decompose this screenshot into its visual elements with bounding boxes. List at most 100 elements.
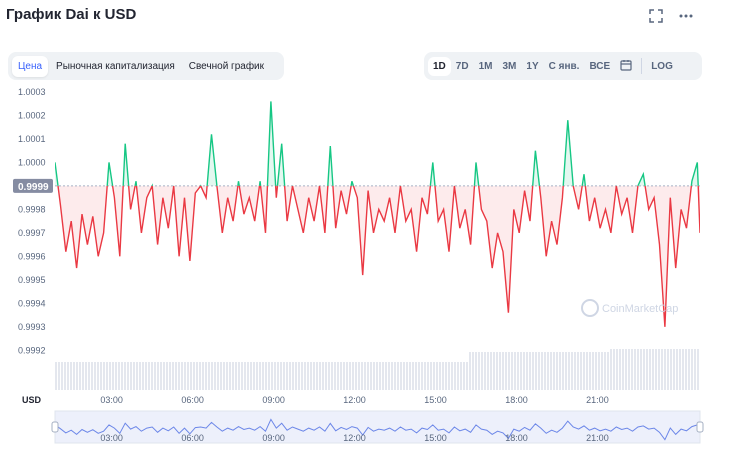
volume-bar xyxy=(331,362,333,390)
volume-bar xyxy=(286,362,288,390)
volume-bar xyxy=(664,349,666,390)
currency-label: USD xyxy=(22,395,42,405)
range-tabs: 1D 7D 1M 3M 1Y С янв. ВСЕ LOG xyxy=(424,52,702,80)
calendar-icon[interactable] xyxy=(615,55,637,78)
volume-bar xyxy=(670,349,672,390)
volume-bar xyxy=(292,362,294,390)
volume-bar xyxy=(301,362,303,390)
volume-bar xyxy=(667,349,669,390)
volume-bar xyxy=(385,362,387,390)
volume-bar xyxy=(550,352,552,390)
volume-bar xyxy=(535,352,537,390)
volume-bar xyxy=(415,362,417,390)
range-1d[interactable]: 1D xyxy=(428,56,451,76)
y-tick-label: 0.9993 xyxy=(18,322,46,332)
volume-bar xyxy=(175,362,177,390)
volume-bar xyxy=(676,349,678,390)
volume-bar xyxy=(262,362,264,390)
volume-bar xyxy=(361,362,363,390)
volume-bar xyxy=(136,362,138,390)
range-all[interactable]: ВСЕ xyxy=(589,60,611,72)
volume-bar xyxy=(688,349,690,390)
volume-bar xyxy=(409,362,411,390)
volume-bar xyxy=(691,349,693,390)
range-3m[interactable]: 3M xyxy=(502,60,517,72)
volume-bar xyxy=(610,349,612,390)
volume-bar xyxy=(76,362,78,390)
volume-bar xyxy=(421,362,423,390)
volume-bar xyxy=(322,362,324,390)
volume-bar xyxy=(265,362,267,390)
range-ytd[interactable]: С янв. xyxy=(548,60,580,72)
volume-bar xyxy=(634,349,636,390)
navigator-handle-left xyxy=(51,421,59,433)
volume-bar xyxy=(106,362,108,390)
tab-price[interactable]: Цена xyxy=(12,55,49,77)
volume-bar xyxy=(349,362,351,390)
volume-bar xyxy=(382,362,384,390)
x-tick-label: 09:00 xyxy=(262,395,285,405)
volume-bar xyxy=(580,352,582,390)
volume-bar xyxy=(145,362,147,390)
volume-bar xyxy=(85,362,87,390)
range-1m[interactable]: 1M xyxy=(478,60,493,72)
volume-bar xyxy=(70,362,72,390)
volume-bar xyxy=(151,362,153,390)
volume-bar xyxy=(313,362,315,390)
volume-bar xyxy=(121,362,123,390)
volume-bar xyxy=(160,362,162,390)
tab-candlestick[interactable]: Свечной график xyxy=(188,60,265,72)
volume-bar xyxy=(538,352,540,390)
volume-bar xyxy=(235,362,237,390)
volume-bar xyxy=(628,349,630,390)
volume-bar xyxy=(307,362,309,390)
range-7d[interactable]: 7D xyxy=(455,60,469,72)
volume-bar xyxy=(154,362,156,390)
volume-bar xyxy=(103,362,105,390)
volume-bar xyxy=(511,352,513,390)
volume-bar xyxy=(79,362,81,390)
volume-bar xyxy=(178,362,180,390)
volume-bar xyxy=(73,362,75,390)
volume-bar xyxy=(571,352,573,390)
expand-icon[interactable] xyxy=(648,9,664,25)
y-tick-label: 0.9994 xyxy=(18,298,46,308)
volume-bar xyxy=(247,362,249,390)
volume-bar xyxy=(271,362,273,390)
volume-bar xyxy=(364,362,366,390)
range-1y[interactable]: 1Y xyxy=(526,60,539,72)
volume-bar xyxy=(343,362,345,390)
volume-bar xyxy=(256,362,258,390)
navigator-tick-label: 09:00 xyxy=(262,433,285,443)
volume-bar xyxy=(274,362,276,390)
volume-bar xyxy=(55,362,57,390)
volume-bar xyxy=(685,349,687,390)
ellipsis-icon[interactable] xyxy=(678,9,694,25)
volume-bar xyxy=(187,362,189,390)
tab-market-cap[interactable]: Рыночная капитализация xyxy=(56,60,175,72)
navigator-tick-label: 18:00 xyxy=(505,433,528,443)
volume-bar xyxy=(472,352,474,390)
x-tick-label: 15:00 xyxy=(424,395,447,405)
volume-bar xyxy=(337,362,339,390)
volume-bar xyxy=(172,362,174,390)
volume-bar xyxy=(562,352,564,390)
volume-bar xyxy=(466,362,468,390)
log-toggle[interactable]: LOG xyxy=(651,60,673,72)
navigator-tick-label: 12:00 xyxy=(343,433,366,443)
volume-bar xyxy=(445,362,447,390)
volume-bar xyxy=(130,362,132,390)
x-tick-label: 03:00 xyxy=(100,395,123,405)
page-title: График Dai к USD xyxy=(6,6,137,23)
navigator-track xyxy=(54,410,701,444)
volume-bar xyxy=(607,352,609,390)
volume-bar xyxy=(514,352,516,390)
volume-bar xyxy=(67,362,69,390)
volume-bar xyxy=(325,362,327,390)
volume-bar xyxy=(400,362,402,390)
volume-bar xyxy=(697,349,699,390)
volume-bar xyxy=(112,362,114,390)
volume-bar xyxy=(604,352,606,390)
volume-bar xyxy=(556,352,558,390)
